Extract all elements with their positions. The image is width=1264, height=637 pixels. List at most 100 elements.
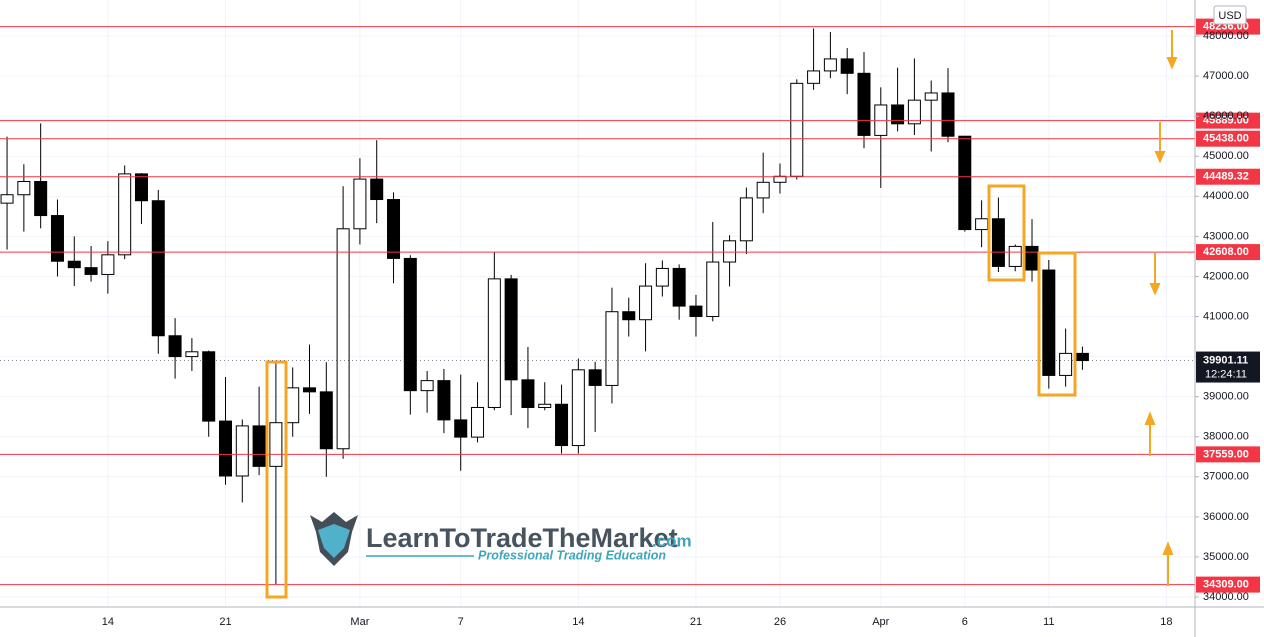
candle-body xyxy=(134,173,148,202)
candle-body xyxy=(303,387,317,393)
x-tick-label: Mar xyxy=(350,616,369,628)
candle-body xyxy=(17,180,31,196)
y-tick-label: 38000.00 xyxy=(1203,431,1249,443)
candle-body xyxy=(538,403,552,408)
candle-body xyxy=(622,311,636,321)
level-label-bg xyxy=(1196,130,1260,147)
candle-body xyxy=(941,92,955,137)
candle-body xyxy=(202,351,216,422)
candle-body xyxy=(454,419,468,438)
y-tick-label: 41000.00 xyxy=(1203,310,1249,322)
candle-body xyxy=(34,180,48,217)
level-label-bg xyxy=(1196,446,1260,463)
candle-body xyxy=(907,99,921,125)
y-tick-label: 45000.00 xyxy=(1203,150,1249,162)
currency: USD xyxy=(1218,10,1241,22)
candle-body xyxy=(655,267,669,287)
candle-body xyxy=(387,199,401,259)
candle-body xyxy=(605,311,619,386)
candle-body xyxy=(1042,269,1056,376)
candle-body xyxy=(50,215,64,262)
candle-body xyxy=(67,260,81,269)
candle-body xyxy=(420,380,434,392)
x-tick-label: 11 xyxy=(1043,616,1054,628)
candle-body xyxy=(336,228,350,450)
y-tick-label: 43000.00 xyxy=(1203,230,1249,242)
highlight-box xyxy=(1037,251,1077,397)
y-tick-label: 44000.00 xyxy=(1203,190,1249,202)
candle-body xyxy=(168,335,182,358)
x-tick-label: 6 xyxy=(962,616,968,628)
candle-body xyxy=(891,104,905,125)
candle-body xyxy=(1059,352,1073,376)
candle-body xyxy=(521,379,535,408)
arrow-head xyxy=(1144,411,1156,425)
candle-body xyxy=(0,194,14,204)
candle-body xyxy=(756,181,770,199)
x-tick-label: 7 xyxy=(458,616,464,628)
candle-body xyxy=(286,387,300,424)
y-tick-label: 48000.00 xyxy=(1203,30,1249,42)
candle-body xyxy=(571,369,585,447)
x-tick-label: 18 xyxy=(1160,616,1172,628)
candle-body xyxy=(672,267,686,307)
candle-body xyxy=(370,178,384,201)
candle-body xyxy=(639,285,653,321)
level-label: 44489.32 xyxy=(1203,171,1249,183)
candle-body xyxy=(252,425,266,467)
highlight-box xyxy=(987,184,1026,282)
candle-body xyxy=(487,278,501,408)
candle-body xyxy=(723,240,737,263)
y-tick-label: 39000.00 xyxy=(1203,391,1249,403)
candle-body xyxy=(807,70,821,84)
brand: LearnToTradeTheMarket xyxy=(366,523,678,553)
x-tick-label: 26 xyxy=(774,616,786,628)
candle-body xyxy=(840,58,854,74)
candle-body xyxy=(319,391,333,450)
level-label: 37559.00 xyxy=(1203,448,1249,460)
arrow-head xyxy=(1166,57,1178,70)
candle-body xyxy=(1075,352,1089,362)
x-tick-label: 21 xyxy=(690,616,702,628)
level-label: 42608.00 xyxy=(1203,246,1249,258)
y-tick-label: 35000.00 xyxy=(1203,551,1249,563)
logo-inner xyxy=(318,524,350,558)
candles xyxy=(0,28,1089,585)
levels: 48236.0045889.0045438.0044489.3242608.00… xyxy=(0,18,1260,593)
level-label-bg xyxy=(1196,112,1260,129)
y-tick-label: 34000.00 xyxy=(1203,591,1249,603)
candle-body xyxy=(588,369,602,386)
candle-body xyxy=(235,425,249,477)
arrow-head xyxy=(1154,151,1166,164)
x-tick-label: Apr xyxy=(872,616,889,628)
candle-body xyxy=(555,403,569,447)
level-label-bg xyxy=(1196,576,1260,593)
arrow-head xyxy=(1149,283,1161,296)
candle-body xyxy=(975,218,989,231)
axes: 34000.00 35000.00 36000.00 37000.00 38000.00… xyxy=(0,30,1260,628)
level-label-bg xyxy=(1196,244,1260,261)
x-tick-label: 21 xyxy=(219,616,231,628)
brand-domain: .com xyxy=(652,531,692,550)
candle-body xyxy=(1008,245,1022,267)
y-tick-label: 46000.00 xyxy=(1203,110,1249,122)
last-price-bg xyxy=(1196,351,1260,383)
x-tick-label: 14 xyxy=(102,616,114,628)
y-tick-label: 42000.00 xyxy=(1203,270,1249,282)
arrows xyxy=(1144,30,1178,586)
arrow-head xyxy=(1162,541,1174,555)
candle-body xyxy=(991,218,1005,267)
candle-body xyxy=(269,422,283,467)
candle-body xyxy=(437,380,451,421)
currency-badge xyxy=(1213,5,1247,25)
candle-body xyxy=(353,178,367,230)
candle-body xyxy=(689,305,703,318)
candle-body xyxy=(504,278,518,381)
candle-body xyxy=(1025,245,1039,271)
candle-body xyxy=(958,135,972,231)
candle-body xyxy=(471,406,485,438)
candle-body xyxy=(924,92,938,101)
candle-body xyxy=(118,173,132,256)
tagline: Professional Trading Education xyxy=(478,548,666,562)
